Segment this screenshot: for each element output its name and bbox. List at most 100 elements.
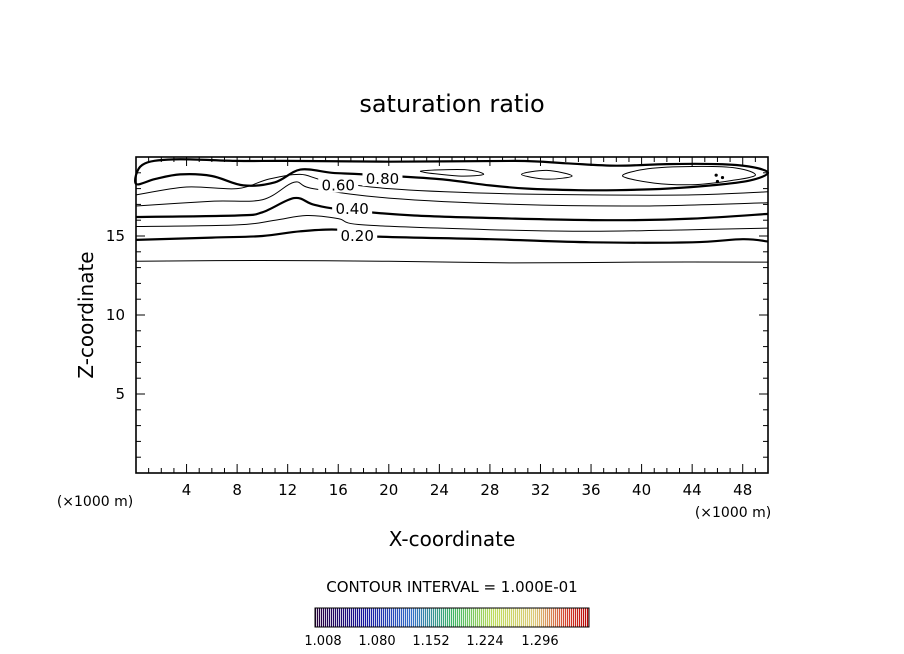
colorbar: [315, 608, 589, 627]
colorbar-stripe: [357, 608, 359, 627]
x-tick-label: 20: [379, 481, 398, 499]
colorbar-stripe: [331, 608, 333, 627]
x-tick-label: 8: [232, 481, 242, 499]
colorbar-stripe: [413, 608, 415, 627]
colorbar-stripe: [419, 608, 421, 627]
contour-dot: [715, 179, 720, 184]
contour-dot: [714, 173, 718, 177]
x-tick-label: 12: [278, 481, 297, 499]
colorbar-stripe: [467, 608, 469, 627]
colorbar-stripe: [577, 608, 579, 627]
colorbar-stripe: [347, 608, 349, 627]
colorbar-stripe: [533, 608, 535, 627]
colorbar-stripe: [563, 608, 565, 627]
colorbar-stripe: [553, 608, 555, 627]
colorbar-stripe: [537, 608, 539, 627]
colorbar-stripe: [499, 608, 501, 627]
contour-line: [134, 158, 770, 192]
y-axis-label: Z-coordinate: [74, 251, 98, 378]
colorbar-stripe: [581, 608, 583, 627]
colorbar-stripe: [425, 608, 427, 627]
colorbar-stripe: [487, 608, 489, 627]
contour-labels: 0.20 0.40 0.60 0.80: [318, 170, 403, 245]
x-axis-label: X-coordinate: [389, 527, 516, 551]
colorbar-stripe: [439, 608, 441, 627]
colorbar-stripe: [375, 608, 377, 627]
contour-label-bg: [337, 227, 378, 243]
colorbar-stripe: [585, 608, 587, 627]
colorbar-stripe: [579, 608, 581, 627]
contour-label: 0.40: [335, 200, 368, 218]
colorbar-tick-label: 1.296: [521, 634, 558, 649]
colorbar-stripe: [555, 608, 557, 627]
colorbar-stripe: [325, 608, 327, 627]
colorbar-stripe: [427, 608, 429, 627]
colorbar-stripe: [587, 608, 589, 627]
colorbar-stripe: [535, 608, 537, 627]
colorbar-stripe: [507, 608, 509, 627]
colorbar-stripe: [377, 608, 379, 627]
colorbar-stripe: [387, 608, 389, 627]
colorbar-stripe: [405, 608, 407, 627]
colorbar-stripe: [363, 608, 365, 627]
colorbar-stripe: [481, 608, 483, 627]
colorbar-stripe: [441, 608, 443, 627]
x-tick-label: 32: [531, 481, 550, 499]
colorbar-stripe: [321, 608, 323, 627]
colorbar-tick-label: 1.224: [466, 634, 503, 649]
contour-label: 0.20: [340, 227, 373, 245]
contour-line: [135, 259, 769, 264]
colorbar-stripe: [351, 608, 353, 627]
x-unit-left: (×1000 m): [57, 494, 133, 510]
colorbar-stripe: [435, 608, 437, 627]
colorbar-stripe: [501, 608, 503, 627]
colorbar-stripe: [561, 608, 563, 627]
contour-line: [135, 214, 769, 232]
colorbar-stripe: [515, 608, 517, 627]
colorbar-stripe: [459, 608, 461, 627]
colorbar-stripe: [455, 608, 457, 627]
colorbar-stripe: [317, 608, 319, 627]
colorbar-tick-label: 1.080: [358, 634, 395, 649]
colorbar-tick-label: 1.152: [412, 634, 449, 649]
y-tick-label: 15: [106, 227, 125, 245]
contour-line: [135, 228, 769, 244]
colorbar-stripe: [547, 608, 549, 627]
colorbar-stripe: [367, 608, 369, 627]
colorbar-stripe: [539, 608, 541, 627]
y-tick-label: 5: [115, 385, 125, 403]
colorbar-stripe: [379, 608, 381, 627]
colorbar-stripe: [503, 608, 505, 627]
colorbar-stripe: [383, 608, 385, 627]
colorbar-stripe: [475, 608, 477, 627]
colorbar-stripe: [349, 608, 351, 627]
colorbar-stripe: [401, 608, 403, 627]
colorbar-stripe: [505, 608, 507, 627]
colorbar-stripe: [477, 608, 479, 627]
colorbar-stripe: [575, 608, 577, 627]
colorbar-stripe: [315, 608, 317, 627]
colorbar-stripe: [513, 608, 515, 627]
colorbar-stripe: [423, 608, 425, 627]
colorbar-stripe: [417, 608, 419, 627]
colorbar-stripe: [541, 608, 543, 627]
contour-label-bg: [362, 170, 403, 187]
colorbar-stripe: [333, 608, 335, 627]
colorbar-stripe: [521, 608, 523, 627]
colorbar-stripe: [491, 608, 493, 627]
colorbar-stripe: [319, 608, 321, 627]
colorbar-stripe: [371, 608, 373, 627]
colorbar-stripe: [529, 608, 531, 627]
contour-dot: [720, 175, 725, 180]
colorbar-stripe: [389, 608, 391, 627]
colorbar-stripe: [569, 608, 571, 627]
x-tick-label: 4: [182, 481, 192, 499]
colorbar-stripe: [393, 608, 395, 627]
colorbar-stripe: [551, 608, 553, 627]
colorbar-stripe: [451, 608, 453, 627]
colorbar-stripe: [559, 608, 561, 627]
colorbar-stripe: [493, 608, 495, 627]
x-tick-label: 40: [632, 481, 651, 499]
